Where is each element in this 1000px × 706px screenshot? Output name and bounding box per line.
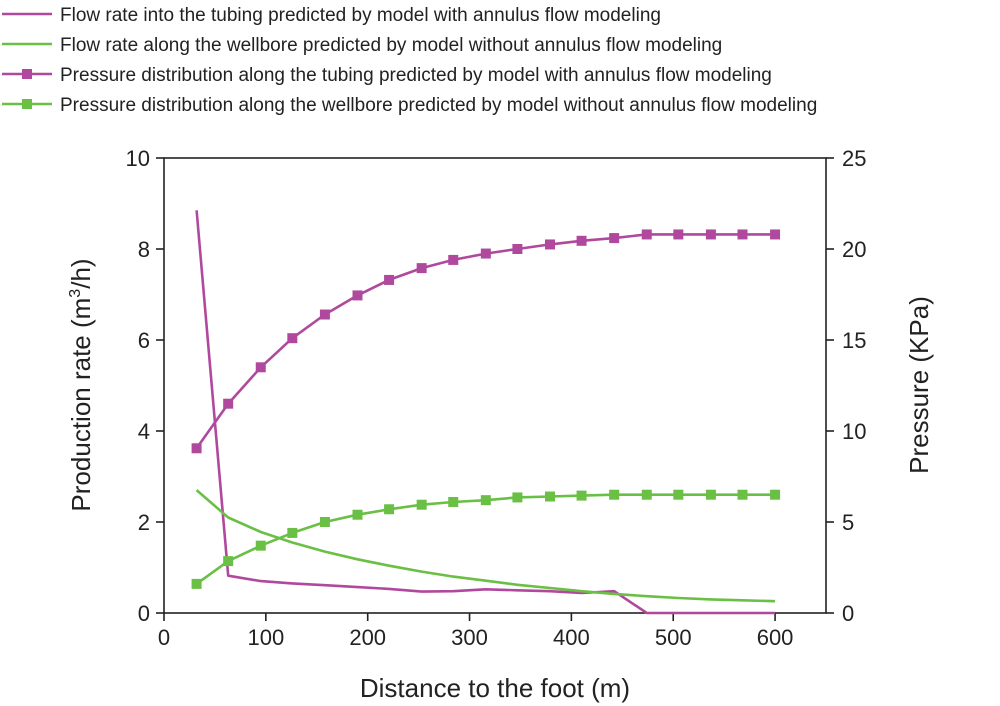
y-axis-left-title-tail: /h) bbox=[66, 258, 96, 288]
data-point-marker bbox=[609, 489, 620, 500]
y-left-tick-label: 4 bbox=[138, 419, 150, 444]
data-point-marker bbox=[770, 489, 781, 500]
data-point-marker bbox=[319, 309, 330, 320]
data-point-marker bbox=[287, 527, 298, 538]
x-tick-label: 400 bbox=[553, 625, 590, 650]
data-point-marker bbox=[480, 495, 491, 506]
data-point-marker bbox=[384, 274, 395, 285]
legend-label: Flow rate along the wellbore predicted b… bbox=[60, 35, 722, 56]
data-point-marker bbox=[576, 235, 587, 246]
data-point-marker bbox=[223, 398, 234, 409]
legend-label: Pressure distribution along the tubing p… bbox=[60, 65, 772, 86]
y-right-tick-label: 15 bbox=[842, 328, 866, 353]
y-right-tick-label: 5 bbox=[842, 510, 854, 535]
y-right-tick-label: 0 bbox=[842, 601, 854, 626]
y-left-tick-label: 0 bbox=[138, 601, 150, 626]
y-right-tick-label: 10 bbox=[842, 419, 866, 444]
data-point-marker bbox=[191, 443, 202, 454]
data-point-marker bbox=[641, 229, 652, 240]
x-axis-title: Distance to the foot (m) bbox=[360, 673, 630, 703]
y-left-tick-label: 10 bbox=[126, 146, 150, 171]
legend-label: Flow rate into the tubing predicted by m… bbox=[60, 5, 661, 26]
data-point-marker bbox=[384, 504, 395, 515]
x-tick-label: 500 bbox=[655, 625, 692, 650]
data-point-marker bbox=[255, 362, 266, 373]
axes bbox=[163, 157, 827, 614]
data-point-marker bbox=[255, 540, 266, 551]
legend-entry: Flow rate into the tubing predicted by m… bbox=[2, 5, 661, 26]
y-axis-right-title: Pressure (KPa) bbox=[904, 296, 934, 474]
data-point-marker bbox=[544, 491, 555, 502]
series-line bbox=[195, 489, 776, 603]
y-right-tick-label: 20 bbox=[842, 237, 866, 262]
x-tick-label: 600 bbox=[757, 625, 794, 650]
legend-entry: Flow rate along the wellbore predicted b… bbox=[2, 35, 722, 56]
series-2 bbox=[195, 489, 776, 603]
series-1 bbox=[195, 210, 776, 615]
x-tick-label: 100 bbox=[247, 625, 284, 650]
data-point-marker bbox=[448, 254, 459, 265]
data-point-marker bbox=[705, 489, 716, 500]
data-point-marker bbox=[287, 333, 298, 344]
plot-frame bbox=[163, 157, 827, 614]
data-point-marker bbox=[737, 489, 748, 500]
series-3 bbox=[191, 229, 781, 454]
y-axis-left-title-main: Production rate (m bbox=[66, 298, 96, 512]
data-point-marker bbox=[319, 517, 330, 527]
data-point-marker bbox=[576, 490, 587, 501]
series-line bbox=[195, 210, 776, 615]
data-point-marker bbox=[705, 229, 716, 240]
data-point-marker bbox=[223, 556, 234, 567]
data-point-marker bbox=[609, 233, 620, 244]
legend-entry: Pressure distribution along the tubing p… bbox=[2, 65, 772, 86]
y-axis-left-title-sup: 3 bbox=[67, 289, 84, 298]
data-point-marker bbox=[352, 509, 363, 520]
data-point-marker bbox=[448, 496, 459, 507]
series-layer bbox=[191, 210, 781, 615]
series-4 bbox=[191, 489, 781, 589]
y-left-tick-label: 6 bbox=[138, 328, 150, 353]
legend-label: Pressure distribution along the wellbore… bbox=[60, 95, 817, 116]
data-point-marker bbox=[512, 492, 523, 503]
y-axis-left-title: Production rate (m3/h) bbox=[66, 258, 96, 511]
data-point-marker bbox=[480, 248, 491, 259]
legend-entry: Pressure distribution along the wellbore… bbox=[2, 95, 817, 116]
y-left-tick-label: 2 bbox=[138, 510, 150, 535]
x-tick-label: 200 bbox=[349, 625, 386, 650]
data-point-marker bbox=[673, 229, 684, 240]
data-point-marker bbox=[416, 263, 427, 274]
data-point-marker bbox=[191, 578, 202, 589]
y-left-tick-label: 8 bbox=[138, 237, 150, 262]
data-point-marker bbox=[770, 229, 781, 240]
data-point-marker bbox=[352, 290, 363, 301]
legend: Flow rate into the tubing predicted by m… bbox=[2, 5, 817, 116]
x-tick-label: 0 bbox=[158, 625, 170, 650]
data-point-marker bbox=[512, 244, 523, 254]
data-point-marker bbox=[737, 229, 748, 240]
legend-swatch-marker bbox=[22, 99, 32, 109]
data-point-marker bbox=[416, 499, 427, 510]
y-right-tick-label: 25 bbox=[842, 146, 866, 171]
x-tick-label: 300 bbox=[451, 625, 488, 650]
series-line bbox=[195, 233, 776, 450]
data-point-marker bbox=[641, 489, 652, 500]
data-point-marker bbox=[673, 489, 684, 500]
legend-swatch-marker bbox=[22, 69, 32, 79]
data-point-marker bbox=[544, 239, 555, 250]
